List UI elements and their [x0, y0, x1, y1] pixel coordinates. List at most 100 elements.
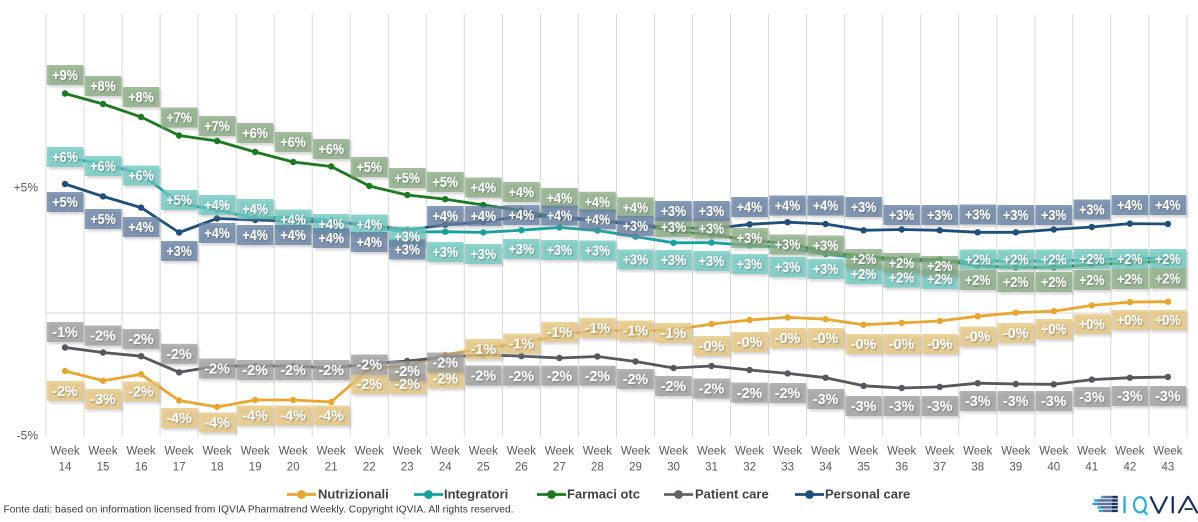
- svg-text:+3%: +3%: [1003, 207, 1029, 224]
- svg-text:-0%: -0%: [965, 329, 991, 346]
- svg-text:+0%: +0%: [1041, 321, 1067, 338]
- svg-text:Integratori: Integratori: [444, 487, 508, 502]
- svg-text:+2%: +2%: [1041, 274, 1067, 291]
- svg-text:-4%: -4%: [280, 408, 306, 425]
- svg-text:-2%: -2%: [52, 383, 78, 400]
- svg-text:28: 28: [591, 462, 604, 474]
- svg-text:-0%: -0%: [851, 336, 877, 353]
- svg-text:+3%: +3%: [965, 207, 991, 224]
- svg-text:36: 36: [895, 462, 908, 474]
- svg-text:-2%: -2%: [128, 384, 154, 401]
- svg-text:+3%: +3%: [661, 203, 687, 220]
- svg-text:Week: Week: [849, 446, 878, 458]
- svg-text:Week: Week: [1153, 446, 1182, 458]
- svg-text:+4%: +4%: [242, 201, 268, 218]
- svg-text:+2%: +2%: [1003, 252, 1029, 269]
- svg-text:+2%: +2%: [1117, 251, 1143, 268]
- svg-text:+4%: +4%: [1117, 197, 1143, 214]
- svg-text:+3%: +3%: [813, 238, 839, 255]
- svg-text:+2%: +2%: [965, 252, 991, 269]
- svg-text:+7%: +7%: [166, 110, 192, 127]
- svg-text:-2%: -2%: [775, 385, 801, 402]
- svg-text:17: 17: [173, 462, 186, 474]
- svg-text:+5%: +5%: [357, 159, 383, 176]
- svg-text:+3%: +3%: [775, 259, 801, 276]
- svg-text:Patient care: Patient care: [695, 487, 769, 502]
- svg-text:-1%: -1%: [52, 324, 78, 341]
- svg-text:+6%: +6%: [52, 149, 78, 166]
- svg-text:+3%: +3%: [813, 261, 839, 278]
- svg-text:39: 39: [1009, 462, 1022, 474]
- svg-text:+3%: +3%: [737, 256, 763, 273]
- svg-text:+4%: +4%: [547, 208, 573, 225]
- svg-text:-3%: -3%: [1079, 389, 1105, 406]
- svg-text:+6%: +6%: [90, 158, 116, 175]
- svg-text:38: 38: [971, 462, 984, 474]
- svg-text:-2%: -2%: [509, 368, 534, 385]
- svg-text:Week: Week: [355, 446, 384, 458]
- svg-text:+5%: +5%: [90, 211, 116, 228]
- svg-text:-0%: -0%: [927, 336, 953, 353]
- svg-text:Week: Week: [583, 446, 612, 458]
- svg-text:+6%: +6%: [319, 141, 345, 158]
- svg-text:-3%: -3%: [927, 398, 953, 415]
- svg-text:+3%: +3%: [395, 242, 421, 259]
- svg-text:+4%: +4%: [737, 199, 763, 216]
- svg-text:18: 18: [211, 462, 224, 474]
- svg-text:+2%: +2%: [1079, 272, 1105, 289]
- svg-text:+4%: +4%: [280, 212, 306, 229]
- svg-text:+3%: +3%: [585, 243, 611, 260]
- svg-text:Farmaci otc: Farmaci otc: [567, 487, 640, 502]
- svg-text:+5%: +5%: [14, 181, 39, 195]
- svg-text:Week: Week: [507, 446, 536, 458]
- svg-text:Week: Week: [241, 446, 270, 458]
- svg-text:+7%: +7%: [204, 118, 230, 135]
- svg-text:+3%: +3%: [889, 207, 915, 224]
- svg-text:+5%: +5%: [166, 192, 192, 209]
- svg-text:Week: Week: [621, 446, 650, 458]
- svg-text:+4%: +4%: [509, 207, 534, 224]
- svg-text:+2%: +2%: [1041, 252, 1067, 269]
- svg-text:-3%: -3%: [1155, 388, 1181, 405]
- svg-text:Week: Week: [1077, 446, 1106, 458]
- svg-text:-3%: -3%: [1003, 393, 1029, 410]
- svg-text:-2%: -2%: [471, 368, 497, 385]
- svg-text:Week: Week: [735, 446, 764, 458]
- svg-text:26: 26: [515, 462, 528, 474]
- svg-text:-3%: -3%: [813, 391, 839, 408]
- svg-text:+4%: +4%: [433, 208, 459, 225]
- svg-text:Week: Week: [659, 446, 688, 458]
- svg-text:-1%: -1%: [547, 324, 573, 341]
- svg-text:-2%: -2%: [357, 376, 383, 393]
- svg-text:+4%: +4%: [357, 234, 383, 251]
- svg-text:-0%: -0%: [1003, 325, 1029, 342]
- svg-text:37: 37: [933, 462, 946, 474]
- svg-text:-3%: -3%: [851, 398, 877, 415]
- svg-text:+3%: +3%: [433, 244, 459, 261]
- svg-text:Week: Week: [126, 446, 155, 458]
- svg-text:+2%: +2%: [927, 258, 953, 275]
- svg-text:Week: Week: [88, 446, 117, 458]
- svg-text:34: 34: [819, 462, 832, 474]
- svg-text:-2%: -2%: [737, 385, 763, 402]
- svg-text:-2%: -2%: [623, 371, 649, 388]
- svg-text:+3%: +3%: [699, 253, 725, 270]
- svg-text:-3%: -3%: [889, 398, 915, 415]
- svg-text:-5%: -5%: [17, 429, 39, 443]
- svg-text:-0%: -0%: [813, 330, 839, 347]
- svg-text:+4%: +4%: [547, 190, 573, 207]
- svg-text:31: 31: [705, 462, 718, 474]
- svg-text:15: 15: [97, 462, 110, 474]
- svg-text:40: 40: [1047, 462, 1060, 474]
- svg-text:Week: Week: [811, 446, 840, 458]
- svg-text:-1%: -1%: [509, 336, 534, 353]
- svg-text:+3%: +3%: [395, 229, 421, 246]
- svg-text:+5%: +5%: [52, 194, 78, 211]
- svg-text:42: 42: [1124, 462, 1137, 474]
- svg-text:+8%: +8%: [128, 89, 154, 106]
- svg-text:Week: Week: [963, 446, 992, 458]
- svg-text:+3%: +3%: [1041, 207, 1067, 224]
- svg-text:+4%: +4%: [585, 194, 611, 211]
- svg-text:+4%: +4%: [813, 198, 839, 215]
- svg-text:+2%: +2%: [927, 271, 953, 288]
